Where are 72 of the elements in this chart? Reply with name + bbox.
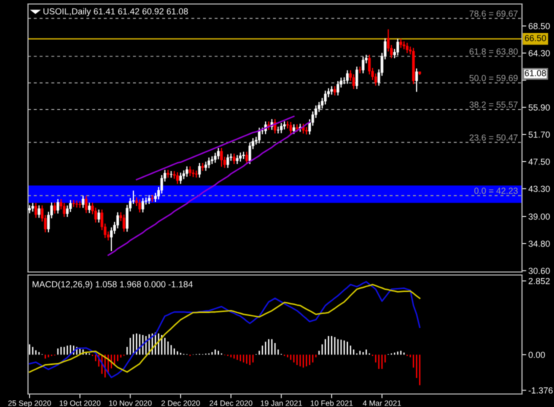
candlestick — [150, 194, 154, 203]
candlestick — [34, 202, 38, 218]
candlestick — [179, 172, 182, 184]
candlestick — [220, 147, 223, 168]
candlestick — [75, 200, 78, 208]
candlestick — [280, 122, 283, 134]
candlestick — [82, 195, 84, 208]
y-tick-label: 55.90 — [528, 104, 550, 111]
candlestick — [198, 162, 201, 178]
candlestick — [396, 38, 400, 56]
candlestick — [88, 202, 91, 214]
candlestick — [188, 166, 192, 177]
y-tick-label: 51.70 — [528, 132, 550, 138]
candlestick — [97, 209, 100, 224]
ref-line-label: 66.50 — [524, 35, 546, 42]
y-tick-label: 34.80 — [528, 240, 550, 247]
candlestick — [400, 38, 402, 48]
candlestick — [232, 153, 236, 165]
candlestick — [138, 198, 142, 213]
candlestick — [176, 172, 179, 184]
candlestick — [204, 161, 208, 172]
candlestick — [122, 214, 126, 232]
candlestick — [239, 152, 242, 162]
candlestick — [258, 127, 261, 144]
candlestick — [56, 198, 60, 214]
candlestick — [346, 70, 349, 84]
y-tick-label: 47.50 — [528, 158, 550, 165]
candlestick — [84, 195, 88, 214]
y-tick-label: 0.00 — [528, 352, 545, 358]
y-tick-label: 68.50 — [528, 23, 550, 30]
ref-line-label: 78.6 = 69.67 — [470, 10, 518, 17]
candlestick — [214, 152, 217, 164]
y-tick-label: -1.376 — [528, 387, 553, 394]
candlestick — [292, 124, 296, 135]
candlestick — [226, 154, 230, 168]
y-tick-label: 2.852 — [528, 278, 550, 284]
candlestick — [415, 68, 418, 92]
candlestick — [336, 80, 340, 96]
candlestick — [406, 42, 408, 54]
ref-line-label: 0.0 = 42.23 — [474, 188, 518, 194]
ref-line-label: 38.2 = 55.57 — [469, 102, 518, 108]
candlestick — [274, 118, 276, 134]
candlestick — [352, 74, 355, 90]
candlestick — [53, 202, 56, 214]
candlestick — [62, 202, 66, 218]
candlestick — [248, 142, 252, 165]
ref-line-label: 50.0 = 59.69 — [470, 74, 518, 82]
candlestick — [245, 151, 248, 165]
candlestick — [333, 86, 336, 96]
candlestick — [324, 90, 327, 105]
candlestick — [362, 56, 364, 74]
candlestick — [142, 198, 144, 213]
candlestick — [289, 121, 292, 135]
text: 61.08 — [524, 70, 546, 76]
ref-line-label: 61.8 = 63.80 — [470, 48, 518, 55]
y-tick-label: 43.30 — [528, 186, 550, 192]
y-tick-label: 64.30 — [528, 50, 550, 56]
candlestick — [208, 157, 210, 169]
candlestick — [356, 66, 358, 90]
line-series — [136, 116, 295, 180]
candlestick — [236, 154, 239, 165]
line-series — [108, 121, 310, 256]
y-tick-label: 30.60 — [528, 268, 550, 274]
text: MACD(12,26,9) 1.058 1.968 0.000 -1.184 — [32, 280, 193, 290]
ref-line-label: 23.6 = 50.47 — [470, 134, 518, 141]
candlestick — [217, 147, 220, 160]
candlestick — [342, 76, 346, 85]
candlestick — [38, 204, 40, 218]
chart-title: USOIL,Daily 61.41 61.42 60.92 61.08 — [43, 8, 188, 16]
candlestick — [31, 202, 34, 212]
candlestick — [186, 166, 188, 178]
y-tick-label: 39.00 — [528, 214, 550, 220]
